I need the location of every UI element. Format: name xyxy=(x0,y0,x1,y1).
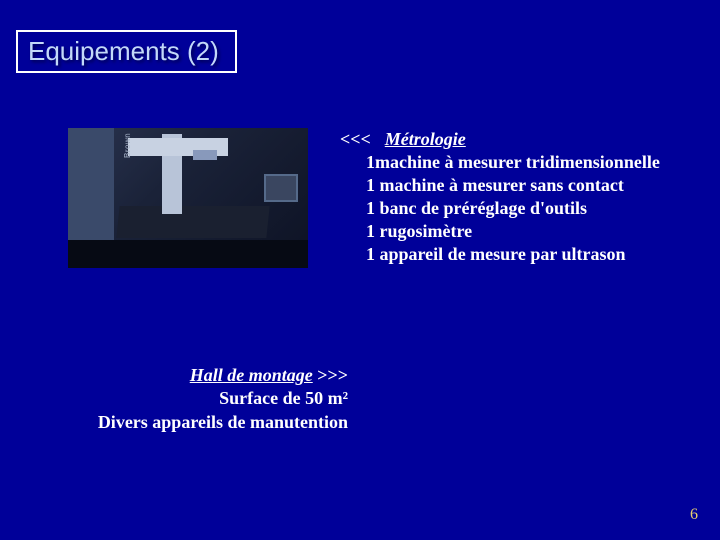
metrology-item: 1 banc de préréglage d'outils xyxy=(366,197,710,220)
photo-table xyxy=(116,206,269,238)
hall-heading-line: Hall de montage >>> xyxy=(60,364,348,387)
slide-title: Equipements (2) xyxy=(16,30,237,73)
hall-line: Divers appareils de manutention xyxy=(60,411,348,434)
metrology-heading: Métrologie xyxy=(371,129,466,149)
photo-brand-text: Brown xyxy=(123,133,132,158)
metrology-items: 1machine à mesurer tridimensionnelle 1 m… xyxy=(340,151,710,266)
assembly-hall-section: Hall de montage >>> Surface de 50 m² Div… xyxy=(60,364,348,434)
metrology-item: 1machine à mesurer tridimensionnelle xyxy=(366,151,710,174)
photo-model-label xyxy=(193,150,217,160)
page-number: 6 xyxy=(690,506,698,524)
metrology-section: <<<Métrologie 1machine à mesurer tridime… xyxy=(340,128,710,266)
metrology-item: 1 appareil de mesure par ultrason xyxy=(366,243,710,266)
arrows-left-icon: <<< xyxy=(340,129,371,149)
metrology-heading-line: <<<Métrologie xyxy=(340,128,710,151)
photo-base xyxy=(68,240,308,268)
metrology-item: 1 rugosimètre xyxy=(366,220,710,243)
metrology-item: 1 machine à mesurer sans contact xyxy=(366,174,710,197)
hall-line: Surface de 50 m² xyxy=(60,387,348,410)
metrology-photo: Brown xyxy=(68,128,308,268)
arrows-right-icon: >>> xyxy=(317,365,348,385)
hall-heading: Hall de montage xyxy=(190,365,313,385)
photo-monitor xyxy=(264,174,298,202)
